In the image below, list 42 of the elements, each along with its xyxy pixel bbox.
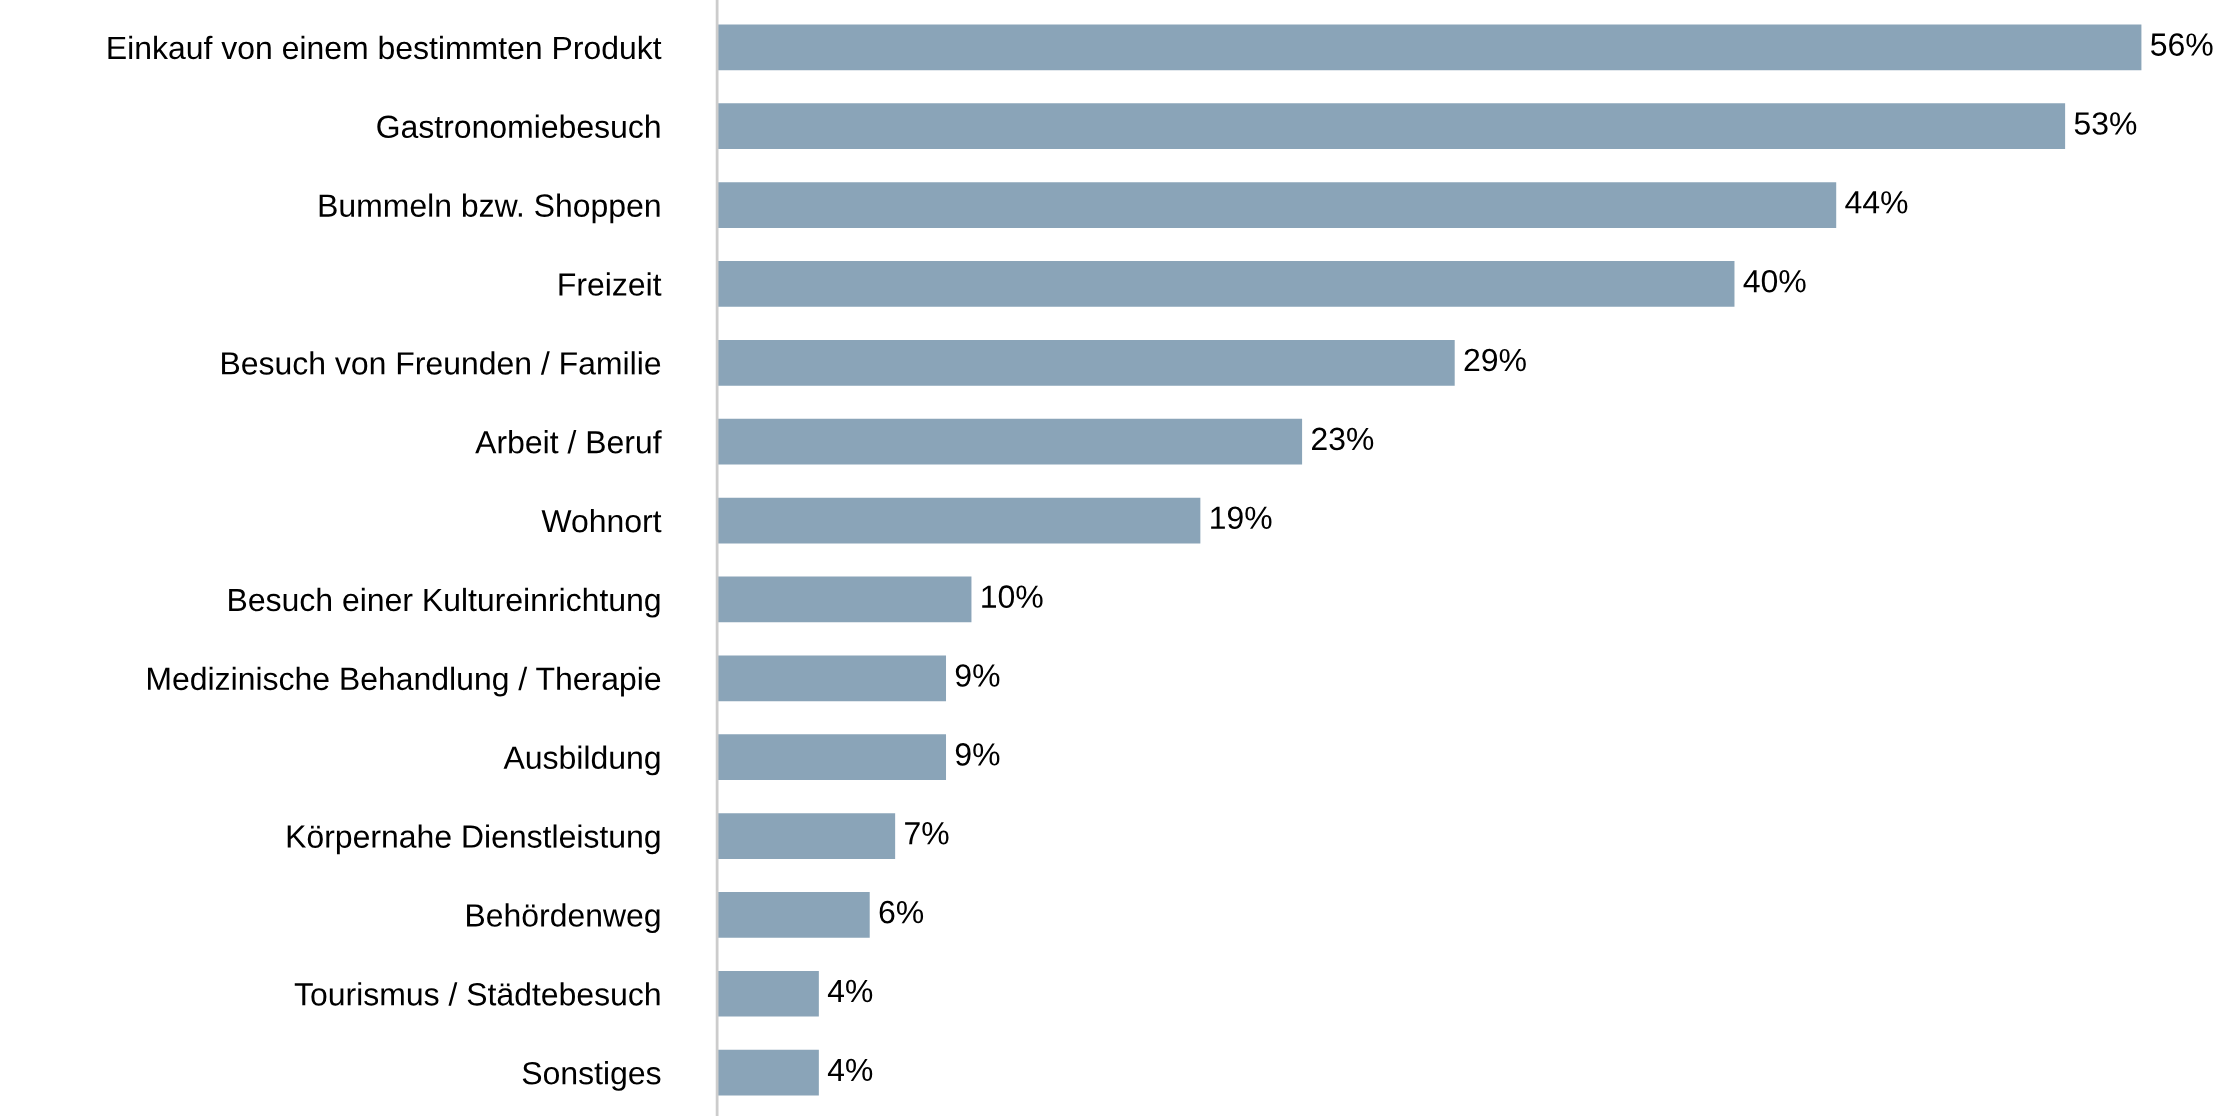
data-label: 6% [879,900,924,924]
y-tick-label: Behördenweg [467,903,660,934]
y-tick-label: Wohnort [541,508,662,533]
bar [717,497,1201,544]
data-label: 4% [827,1058,873,1082]
y-tick-label: Medizinische Behandlung / Therapie [148,666,661,697]
bar [717,813,896,859]
bar [717,261,1735,307]
y-tick-label: Gastronomiebesuch [377,114,660,139]
data-label: 7% [905,822,949,845]
data-label: 19% [1211,506,1272,530]
data-label: 29% [1464,348,1526,372]
y-tick-label: Besuch einer Kultureinrichtung [229,587,660,618]
y-tick-label: Einkauf von einem bestimmten Produkt [108,35,662,60]
bar [717,892,870,938]
data-label: 10% [982,585,1043,608]
data-label: 56% [2151,33,2213,56]
data-label: 40% [1743,269,1806,293]
bar [717,655,947,702]
y-tick-label: Ausbildung [503,745,660,776]
bar [717,1049,819,1096]
bar [717,103,2066,150]
data-label: 9% [955,743,1000,766]
bar [717,576,972,623]
y-tick-label: Besuch von Freunden / Familie [222,351,661,375]
data-label: 53% [2074,112,2137,135]
y-tick-label: Körpernahe Dienstleistung [287,824,660,855]
data-label: 9% [955,664,1000,687]
bar [717,182,1837,228]
data-label: 23% [1312,427,1374,451]
bar [717,339,1455,386]
bar [717,734,947,781]
data-label: 44% [1845,191,1908,214]
y-tick-label: Freizeit [559,272,662,296]
bar [717,24,2142,71]
bar [717,970,819,1017]
data-label: 4% [827,979,873,1003]
bar [717,418,1303,465]
y-tick-label: Arbeit / Beruf [475,430,662,454]
y-tick-label: Bummeln bzw. Shoppen [319,193,660,224]
y-tick-label: Tourismus / Städtebesuch [294,982,660,1006]
y-tick-label: Sonstiges [522,1061,661,1091]
